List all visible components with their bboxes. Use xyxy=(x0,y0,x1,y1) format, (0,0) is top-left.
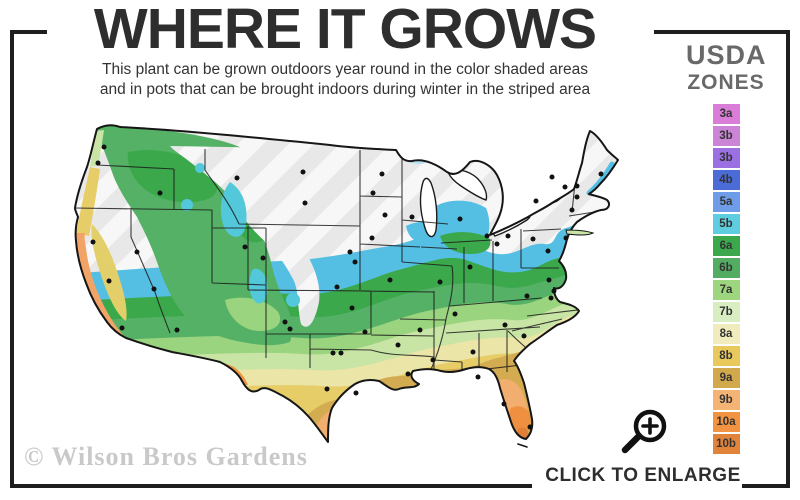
legend-zone-chip: 3b xyxy=(712,148,740,168)
legend-zone-chip: 5b xyxy=(712,214,740,234)
usda-zone-map[interactable] xyxy=(55,110,675,465)
legend-zone-chip: 7b xyxy=(712,302,740,322)
frame-bottom-line xyxy=(10,484,532,488)
florida-keys xyxy=(517,443,528,448)
legend-zone-chip: 6a xyxy=(712,236,740,256)
legend-zone-chip: 9b xyxy=(712,390,740,410)
legend-zone-chip: 5a xyxy=(712,192,740,212)
legend-title-usda: USDA xyxy=(686,40,767,70)
legend-zone-chip: 4b xyxy=(712,170,740,190)
subtitle-line-2: and in pots that can be brought indoors … xyxy=(99,81,591,99)
usda-zones-legend: USDA ZONES 3a 3b 3b 4b 5a 5b 6a 6b 7a 7b 8a 8b 9a 9b 1… xyxy=(686,42,766,456)
legend-zone-chip: 6b xyxy=(712,258,740,278)
frame-top-right-line xyxy=(654,30,790,34)
magnifier-plus-icon xyxy=(621,409,667,454)
legend-zone-list: 3a 3b 3b 4b 5a 5b 6a 6b 7a 7b 8a 8b 9a 9b 10a 10b xyxy=(686,104,766,454)
legend-zone-chip: 8a xyxy=(712,324,740,344)
legend-zone-chip: 3a xyxy=(712,104,740,124)
page-subtitle: This plant can be grown outdoors year ro… xyxy=(30,60,660,101)
click-to-enlarge-label: CLICK TO ENLARGE xyxy=(545,465,741,486)
legend-zone-chip: 7a xyxy=(712,280,740,300)
subtitle-line-1: This plant can be grown outdoors year ro… xyxy=(102,61,588,78)
long-island xyxy=(565,229,595,236)
frame-left-line xyxy=(10,30,14,488)
legend-title-zones: ZONES xyxy=(687,71,765,94)
legend-zone-chip: 9a xyxy=(712,368,740,388)
legend-zone-chip: 3b xyxy=(712,126,740,146)
frame-bottom-right-stub xyxy=(742,484,790,488)
page-title: WHERE IT GROWS xyxy=(93,0,597,61)
usa-outline xyxy=(74,124,619,443)
watermark: © Wilson Bros Gardens xyxy=(24,442,308,471)
legend-zone-chip: 10a xyxy=(712,412,740,432)
legend-zone-chip: 8b xyxy=(712,346,740,366)
city-dots xyxy=(90,144,604,430)
frame-top-left-stub xyxy=(10,30,47,34)
frame-right-line xyxy=(786,30,790,488)
click-to-enlarge-button[interactable]: CLICK TO ENLARGE xyxy=(538,406,748,487)
legend-zone-chip: 10b xyxy=(712,434,740,454)
